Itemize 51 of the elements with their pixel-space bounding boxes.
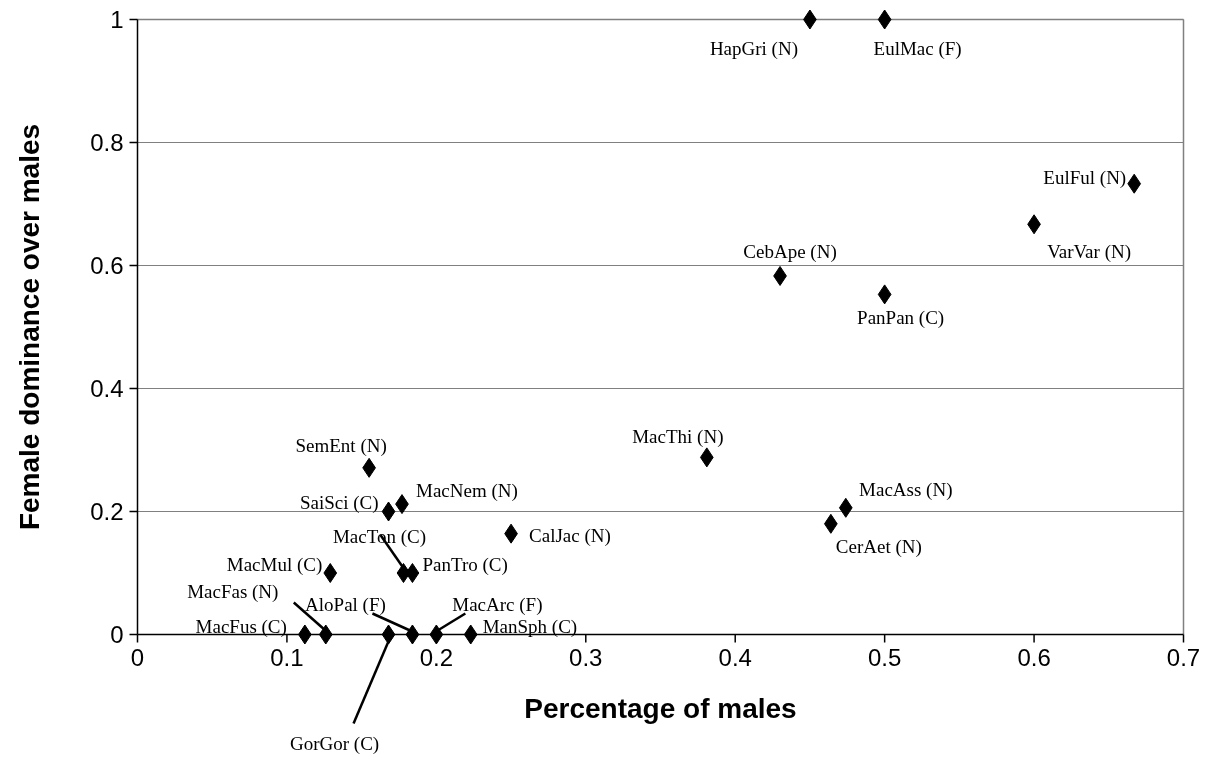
- y-tick-label: 0.2: [90, 498, 124, 525]
- x-tick-label: 0.4: [718, 643, 752, 671]
- x-axis-title: Percentage of males: [524, 692, 797, 724]
- annotation: GorGor (C): [289, 733, 380, 755]
- x-tick-label: 0.5: [867, 643, 902, 671]
- annotation: CebApe (N): [743, 241, 837, 264]
- annotation: MacAss (N): [859, 479, 953, 502]
- x-tick-label: 0: [130, 643, 145, 671]
- point: [405, 563, 420, 583]
- annotation: MacMul (C): [226, 553, 323, 576]
- y-tick-label: 0.8: [90, 129, 124, 156]
- annotation: CalJac (N): [529, 525, 611, 548]
- point: [405, 624, 420, 645]
- point: [463, 624, 478, 645]
- point: [318, 624, 333, 645]
- x-tick-label: 0.1: [270, 643, 304, 671]
- point: [1127, 173, 1142, 194]
- x-tick-label: 0.6: [1017, 643, 1051, 671]
- point: [429, 624, 444, 645]
- annotation: PanTro (C): [422, 553, 508, 576]
- y-tick-label: 0: [110, 621, 124, 648]
- annotation: SaiSci (C): [299, 492, 379, 514]
- annotation: PanPan (C): [857, 306, 945, 329]
- y-tick-label: 0.6: [90, 252, 124, 279]
- y-axis-title: Female dominance over males: [14, 123, 45, 531]
- annotation: SemEnt (N): [295, 435, 387, 458]
- point: [381, 501, 396, 522]
- x-tick-label: 0.7: [1166, 643, 1201, 671]
- point: [323, 563, 338, 583]
- annotation: MacTon (C): [332, 525, 427, 548]
- annotation: CerAet (N): [835, 536, 922, 559]
- annotation: VarVar (N): [1047, 240, 1132, 263]
- point: [838, 497, 853, 518]
- annotation: EulFul (N): [1043, 167, 1127, 190]
- annotation: MacArc (F): [452, 594, 543, 616]
- annotation: MacFas (N): [187, 581, 279, 603]
- point: [699, 447, 714, 468]
- point: [877, 9, 892, 30]
- x-tick-label: 0.2: [419, 643, 454, 671]
- point: [877, 284, 892, 305]
- y-tick-label: 1: [110, 6, 124, 33]
- point: [381, 624, 396, 645]
- annotation: MacFus (C): [195, 616, 287, 638]
- annotation: AloPal (F): [305, 594, 386, 616]
- annotation: ManSph (C): [482, 616, 578, 638]
- x-tick-label: 0.3: [569, 643, 603, 671]
- annotation: MacThi (N): [632, 425, 724, 448]
- annotation: EulMac (F): [873, 38, 962, 60]
- annotation: HapGri (N): [709, 38, 798, 60]
- annotation: MacNem (N): [415, 479, 518, 502]
- y-tick-label: 0.4: [90, 375, 124, 402]
